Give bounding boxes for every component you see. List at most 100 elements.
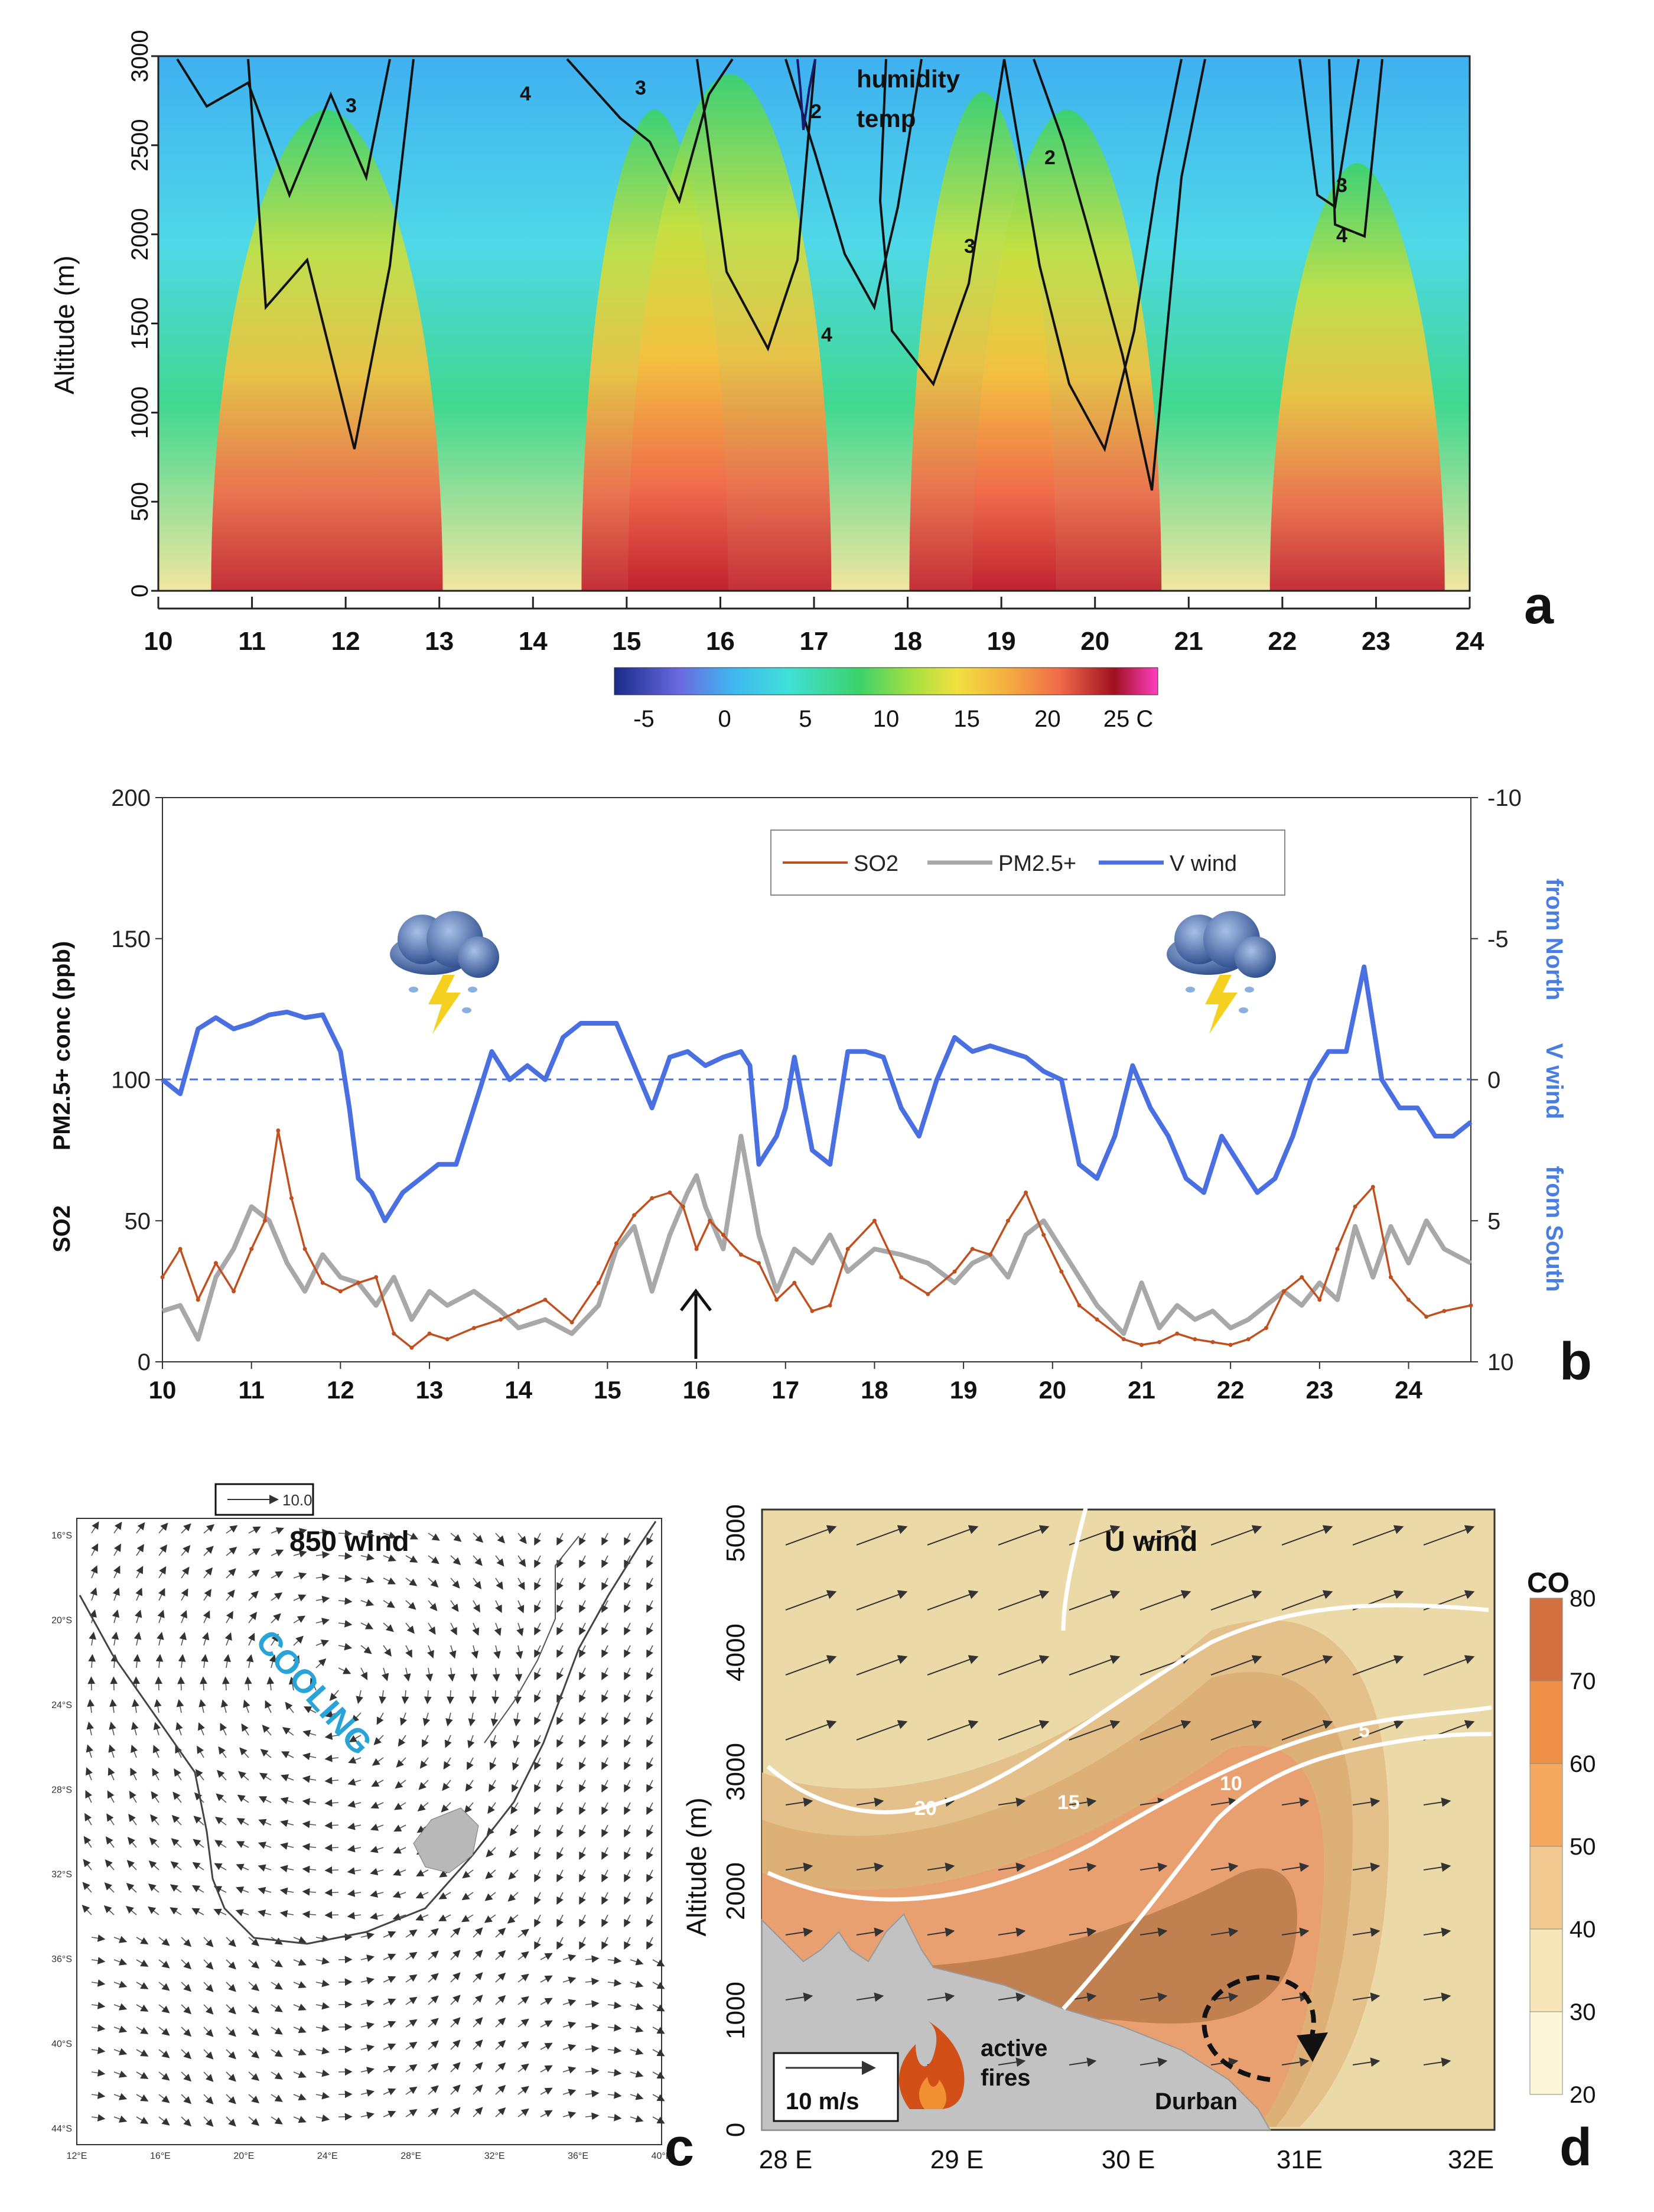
wind-vector	[360, 1999, 375, 2007]
wind-vector	[493, 1645, 501, 1659]
panel-a-ylabel: Altitude (m)	[49, 255, 80, 394]
wind-vector	[856, 1992, 884, 2002]
so2-point	[1005, 1218, 1010, 1223]
x-tick-label: 17	[771, 1376, 799, 1404]
wind-vector	[315, 1595, 330, 1603]
wind-vector	[216, 1793, 227, 1803]
wind-vector	[131, 1722, 139, 1736]
panel-c: 10.0 850 wind COOLING 16°S20°S24°S28°S32…	[51, 1483, 694, 2177]
wind-vector	[285, 1702, 294, 1713]
so2-point	[792, 1280, 797, 1285]
wind-vector	[302, 1843, 317, 1851]
x-tick-label: 12	[327, 1376, 354, 1404]
wind-vector	[428, 1555, 439, 1564]
y-tick-label: 0	[721, 2123, 750, 2137]
wind-vector	[329, 1690, 339, 1702]
colorbar-segment	[1529, 1598, 1563, 1681]
wind-vector	[998, 1590, 1050, 1611]
wind-vector	[91, 1543, 99, 1556]
wind-vector	[405, 1600, 416, 1610]
wind-vector	[86, 1744, 93, 1758]
wind-vector	[562, 1976, 577, 1984]
wind-vector	[998, 1992, 1026, 2002]
wind-vector	[83, 1836, 92, 1848]
wind-vector	[181, 2094, 192, 2104]
contour-label: 2	[810, 100, 822, 123]
wind-vector	[601, 1645, 608, 1658]
wind-vector	[293, 2003, 307, 2011]
y-tick-label: 4000	[721, 1624, 750, 1681]
panel-c-lon-ticks: 12°E 16°E 20°E 24°E 28°E 32°E 36°E 40°E	[67, 2151, 672, 2161]
wind-vector	[507, 1892, 519, 1902]
wind-vector	[1281, 1590, 1333, 1611]
wind-vector	[624, 1555, 631, 1569]
wind-vector	[607, 2113, 622, 2122]
wind-vector	[360, 1954, 375, 1962]
wind-vector	[382, 1667, 389, 1681]
wind-vector	[136, 1566, 144, 1579]
wind-vector	[491, 1690, 499, 1704]
wind-vector	[470, 1667, 478, 1682]
wind-vector	[370, 1846, 384, 1853]
wind-vector	[624, 1802, 631, 1816]
x-tick-label: 29 E	[930, 2145, 984, 2174]
wind-vector	[203, 1937, 214, 1947]
wind-vector	[462, 1869, 474, 1879]
wind-vector	[302, 1820, 317, 1829]
colorbar-tick-label: 20	[1034, 706, 1061, 732]
wind-vector	[416, 1869, 429, 1876]
wind-vector	[1069, 1797, 1097, 1807]
wind-vector	[158, 2026, 170, 2036]
wind-vector	[302, 1798, 317, 1806]
wind-vector	[927, 1590, 979, 1611]
wind-vector	[1069, 1590, 1121, 1611]
y-tick-label: 3000	[721, 1743, 750, 1801]
so2-point	[614, 1241, 618, 1245]
left-tick-label: 100	[111, 1068, 151, 1094]
wind-vector	[540, 2020, 553, 2028]
wind-vector	[515, 1645, 523, 1660]
wind-vector	[403, 1667, 411, 1682]
wind-vector	[226, 2116, 236, 2127]
wind-vector	[494, 1622, 502, 1637]
wind-vector	[495, 2107, 506, 2117]
wind-vector	[1352, 1992, 1380, 2002]
wind-vector	[248, 2049, 260, 2059]
u-wind-label: 10	[1220, 1772, 1242, 1795]
wind-vector	[109, 1722, 116, 1736]
wind-vector	[129, 1790, 137, 1803]
panel-b-left-ticks: 0 50 100 150 200	[111, 785, 162, 1375]
wind-vector	[293, 2116, 307, 2123]
wind-vector	[271, 2071, 283, 2080]
y-tick-label: 1000	[127, 386, 153, 439]
wind-vector	[281, 1751, 294, 1758]
wind-vector	[248, 1569, 260, 1579]
colorbar-tick-label: 25 C	[1103, 706, 1154, 732]
wind-vector	[217, 1769, 227, 1781]
wind-vector	[243, 1699, 250, 1713]
wind-vector	[473, 1950, 483, 1960]
panel-d-wind-vectors	[785, 1525, 1475, 2067]
annotation-humidity: humidity	[857, 65, 961, 93]
wind-vector	[113, 1565, 121, 1579]
panel-a-contours	[176, 58, 1383, 491]
wind-vector	[293, 2093, 307, 2101]
so2-point	[1300, 1275, 1304, 1280]
so2-point	[160, 1275, 165, 1280]
wind-vector	[585, 1955, 600, 1963]
wind-vector	[360, 2044, 375, 2052]
wind-vector	[373, 1735, 384, 1745]
wind-vector	[293, 1550, 307, 1558]
wind-vector	[405, 1533, 419, 1540]
wind-vector	[785, 1797, 813, 1807]
wind-vector	[601, 1802, 608, 1816]
wind-vector	[450, 1950, 461, 1960]
wind-vector	[405, 2019, 418, 2028]
wind-vector	[998, 1525, 1050, 1546]
wind-vector	[652, 2071, 665, 2079]
wind-vector	[468, 1712, 476, 1727]
colorbar-tick-label: 30	[1570, 1999, 1596, 2025]
wind-vector	[214, 1840, 227, 1848]
wind-vector	[360, 2112, 375, 2119]
wind-vector	[315, 1640, 330, 1647]
